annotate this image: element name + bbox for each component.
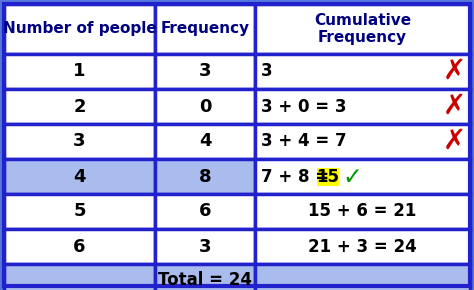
- Bar: [255, 159, 470, 194]
- Text: 1: 1: [73, 63, 86, 81]
- Text: ✗: ✗: [442, 92, 465, 119]
- Text: 6: 6: [73, 238, 86, 255]
- Text: 3: 3: [199, 238, 211, 255]
- Bar: [155, 89, 255, 124]
- Text: 15 + 6 = 21: 15 + 6 = 21: [308, 202, 417, 220]
- Text: 4: 4: [199, 133, 211, 151]
- Text: Cumulative
Frequency: Cumulative Frequency: [314, 13, 411, 45]
- Bar: [255, 4, 470, 54]
- Bar: [255, 229, 470, 264]
- Bar: [155, 124, 255, 159]
- Bar: [155, 159, 255, 194]
- Bar: [255, 194, 470, 229]
- Text: 7 + 8 =: 7 + 8 =: [261, 168, 335, 186]
- Bar: [255, 54, 470, 89]
- Text: 3 + 0 = 3: 3 + 0 = 3: [261, 97, 346, 115]
- Text: 2: 2: [73, 97, 86, 115]
- Bar: [4, 89, 155, 124]
- Text: 15: 15: [316, 168, 339, 186]
- Bar: [4, 54, 155, 89]
- Text: 3: 3: [199, 63, 211, 81]
- Text: 5: 5: [73, 202, 86, 220]
- Bar: [255, 89, 470, 124]
- Bar: [155, 194, 255, 229]
- Bar: [4, 229, 155, 264]
- Text: ✗: ✗: [442, 126, 465, 155]
- Text: 3: 3: [261, 63, 273, 81]
- Bar: [255, 264, 470, 290]
- Text: Number of people: Number of people: [3, 21, 156, 37]
- Bar: [155, 229, 255, 264]
- Text: 4: 4: [73, 168, 86, 186]
- Bar: [155, 264, 255, 290]
- Bar: [4, 4, 155, 54]
- Bar: [4, 159, 155, 194]
- Bar: [155, 4, 255, 54]
- Bar: [4, 194, 155, 229]
- Text: 0: 0: [199, 97, 211, 115]
- Text: ✗: ✗: [442, 57, 465, 84]
- Text: 21 + 3 = 24: 21 + 3 = 24: [308, 238, 417, 255]
- Text: 3 + 4 = 7: 3 + 4 = 7: [261, 133, 346, 151]
- Text: Total = 24: Total = 24: [158, 271, 252, 289]
- Bar: [255, 124, 470, 159]
- Text: 8: 8: [199, 168, 211, 186]
- Bar: [317, 168, 338, 186]
- Text: Frequency: Frequency: [160, 21, 250, 37]
- Text: 3: 3: [73, 133, 86, 151]
- Text: ✓: ✓: [343, 166, 362, 189]
- Bar: [4, 124, 155, 159]
- Text: 6: 6: [199, 202, 211, 220]
- Bar: [155, 54, 255, 89]
- Bar: [4, 264, 155, 290]
